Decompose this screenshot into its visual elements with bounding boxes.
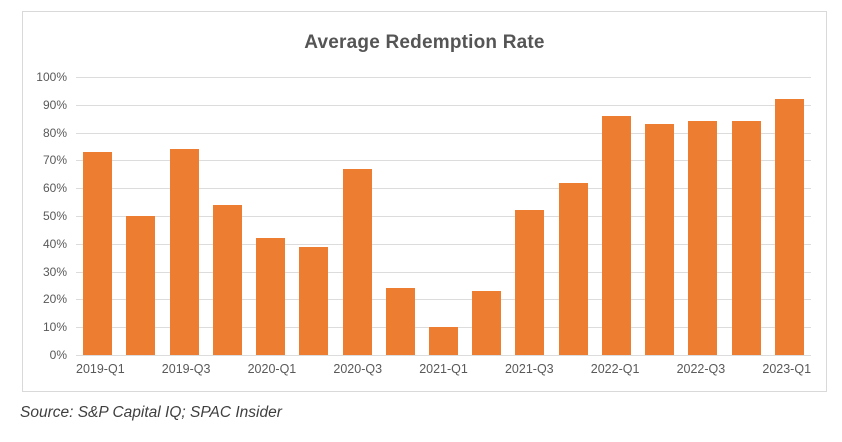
bar-2019-Q4 (212, 204, 242, 355)
plot-area: 100% 90% 80% 70% 60% 50% 40% 30% 20% 10% 0% (36, 70, 811, 362)
x-tick-label (639, 362, 676, 376)
bar-2019-Q3 (169, 149, 199, 355)
gridline (76, 271, 811, 273)
bar-column (292, 77, 335, 355)
bar-2021-Q2 (472, 291, 502, 355)
y-tick-label: 90% (42, 97, 67, 112)
bar-column (76, 77, 119, 355)
bar-2022-Q4 (731, 121, 761, 355)
bar-column (725, 77, 768, 355)
bar-2021-Q4 (558, 182, 588, 355)
x-tick-label: 2021-Q1 (419, 362, 468, 376)
bar-2019-Q1 (83, 152, 113, 355)
gridline (76, 188, 811, 190)
bar-column (638, 77, 681, 355)
bar-column (465, 77, 508, 355)
y-tick-label: 20% (42, 292, 67, 307)
bar-2021-Q1 (428, 327, 458, 355)
x-tick-label (210, 362, 247, 376)
bar-2022-Q1 (601, 115, 631, 355)
x-tick-label: 2019-Q1 (76, 362, 125, 376)
bar-column (595, 77, 638, 355)
x-tick-label: 2019-Q3 (161, 362, 211, 376)
x-tick-label (468, 362, 505, 376)
y-tick-label: 50% (42, 209, 67, 223)
source-note: Source: S&P Capital IQ; SPAC Insider (20, 404, 282, 421)
chart-title: Average Redemption Rate (304, 32, 545, 53)
y-tick-label: 0% (49, 348, 67, 362)
x-tick-label: 2020-Q3 (333, 362, 383, 376)
bar-column (206, 77, 249, 355)
gridline (76, 355, 811, 356)
y-tick-label: 80% (42, 125, 67, 140)
gridline (76, 299, 811, 301)
bar-column (379, 77, 422, 355)
y-tick-label: 60% (42, 181, 67, 196)
bars-layer (76, 77, 811, 355)
gridline (76, 77, 811, 78)
bar-2021-Q3 (515, 210, 545, 355)
y-tick-label: 70% (42, 153, 67, 168)
x-tick-label: 2022-Q1 (590, 362, 640, 376)
bar-2019-Q2 (126, 216, 156, 355)
bar-2020-Q1 (256, 238, 286, 355)
gridline (76, 243, 811, 245)
chart-frame: Average Redemption Rate 100% 90% 80% 70% 60%… (22, 11, 827, 392)
bar-2022-Q2 (645, 124, 675, 355)
bar-column (681, 77, 724, 355)
bar-column (508, 77, 551, 355)
x-tick-label: 2022-Q3 (676, 362, 726, 376)
x-tick-label: 2021-Q3 (504, 362, 554, 376)
x-tick-label (296, 362, 333, 376)
bar-2020-Q2 (299, 246, 329, 355)
gridline (76, 132, 811, 134)
x-tick-label (125, 362, 162, 376)
y-tick-label: 10% (42, 320, 67, 335)
gridline (76, 160, 811, 162)
bar-column (119, 77, 162, 355)
y-tick-label: 30% (42, 264, 67, 279)
bar-2022-Q3 (688, 121, 718, 355)
bar-2020-Q3 (342, 168, 372, 355)
bar-column (422, 77, 465, 355)
gridline (76, 104, 811, 106)
bar-column (552, 77, 595, 355)
bar-column (162, 77, 205, 355)
y-tick-label: 100% (36, 70, 67, 84)
bar-2020-Q4 (385, 288, 415, 355)
gridline (76, 216, 811, 217)
x-axis-labels: 2019-Q1 2019-Q3 2020-Q1 2020-Q3 2021-Q1 2021-… (76, 362, 811, 376)
x-tick-label (725, 362, 762, 376)
x-tick-label: 2023-Q1 (762, 362, 812, 376)
bar-column (249, 77, 292, 355)
bar-2023-Q1 (774, 99, 804, 355)
x-tick-label: 2020-Q1 (247, 362, 297, 376)
x-tick-label (382, 362, 419, 376)
x-tick-label (554, 362, 591, 376)
y-tick-label: 40% (42, 236, 67, 251)
bar-column (768, 77, 811, 355)
bar-column (335, 77, 378, 355)
